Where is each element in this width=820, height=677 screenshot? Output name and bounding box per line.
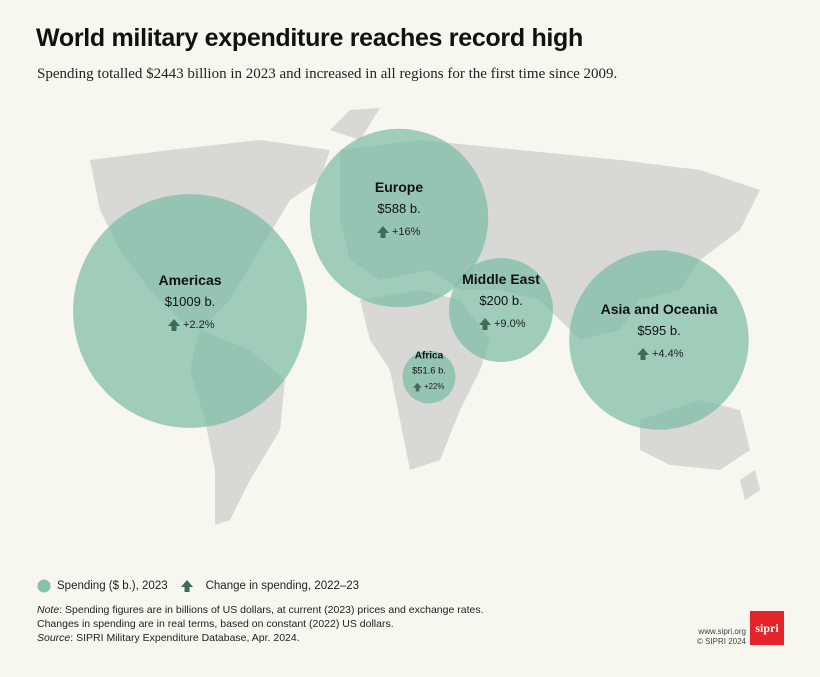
copyright: © SIPRI 2024 (696, 637, 746, 646)
change-arrow (377, 226, 389, 238)
note-text: Changes in spending are in real terms, b… (37, 618, 394, 630)
bubbles: Americas $1009 b. +2.2% Europe $588 b. +16% Mi… (73, 128, 749, 430)
bubble (309, 128, 489, 308)
legend-arrow (180, 580, 193, 592)
note-text: : Spending figures are in billions of US… (59, 604, 484, 616)
spending-label: $1009 b. (165, 294, 216, 309)
change-label: +9.0% (494, 318, 526, 330)
region-name: Europe (375, 179, 423, 195)
region-name: Asia and Oceania (601, 301, 718, 317)
spending-label: $51.6 b. (412, 365, 446, 375)
change-arrow (168, 319, 180, 331)
note-label: Source (37, 632, 71, 644)
note-line: Note: Spending figures are in billions o… (37, 603, 484, 617)
change-arrow (479, 318, 491, 330)
region-name: Africa (415, 350, 444, 361)
change-label: +22% (424, 382, 444, 391)
footer: www.sipri.org © SIPRI 2024 (697, 627, 746, 647)
spending-label: $595 b. (637, 323, 680, 338)
note-line: Changes in spending are in real terms, b… (37, 617, 484, 631)
title: World military expenditure reaches recor… (36, 24, 584, 52)
spending-label: $588 b. (377, 201, 420, 216)
legend-label: Change in spending, 2022–23 (205, 580, 360, 592)
bubble (569, 250, 749, 430)
legend-swatch (37, 579, 51, 593)
bubble (73, 194, 307, 428)
notes: Note: Spending figures are in billions o… (37, 603, 484, 645)
spending-label: $200 b. (479, 293, 522, 308)
change-label: +16% (392, 226, 421, 238)
logo: sipri (750, 611, 784, 645)
note-text: : SIPRI Military Expenditure Database, A… (70, 632, 300, 644)
region-name: Americas (158, 272, 221, 288)
note-line: Source: SIPRI Military Expenditure Datab… (37, 631, 484, 645)
change-label: +2.2% (183, 319, 215, 331)
change-label: +4.4% (652, 348, 684, 360)
legend: Spending ($ b.), 2023 Change in spending… (37, 579, 359, 593)
note-label: Note (37, 604, 60, 616)
bubble (448, 257, 554, 363)
subtitle: Spending totalled $2443 billion in 2023 … (37, 66, 618, 82)
url: www.sipri.org (698, 627, 746, 636)
legend-label: Spending ($ b.), 2023 (57, 580, 168, 592)
region-name: Middle East (462, 271, 540, 287)
change-arrow (413, 382, 422, 392)
change-arrow (637, 348, 649, 360)
